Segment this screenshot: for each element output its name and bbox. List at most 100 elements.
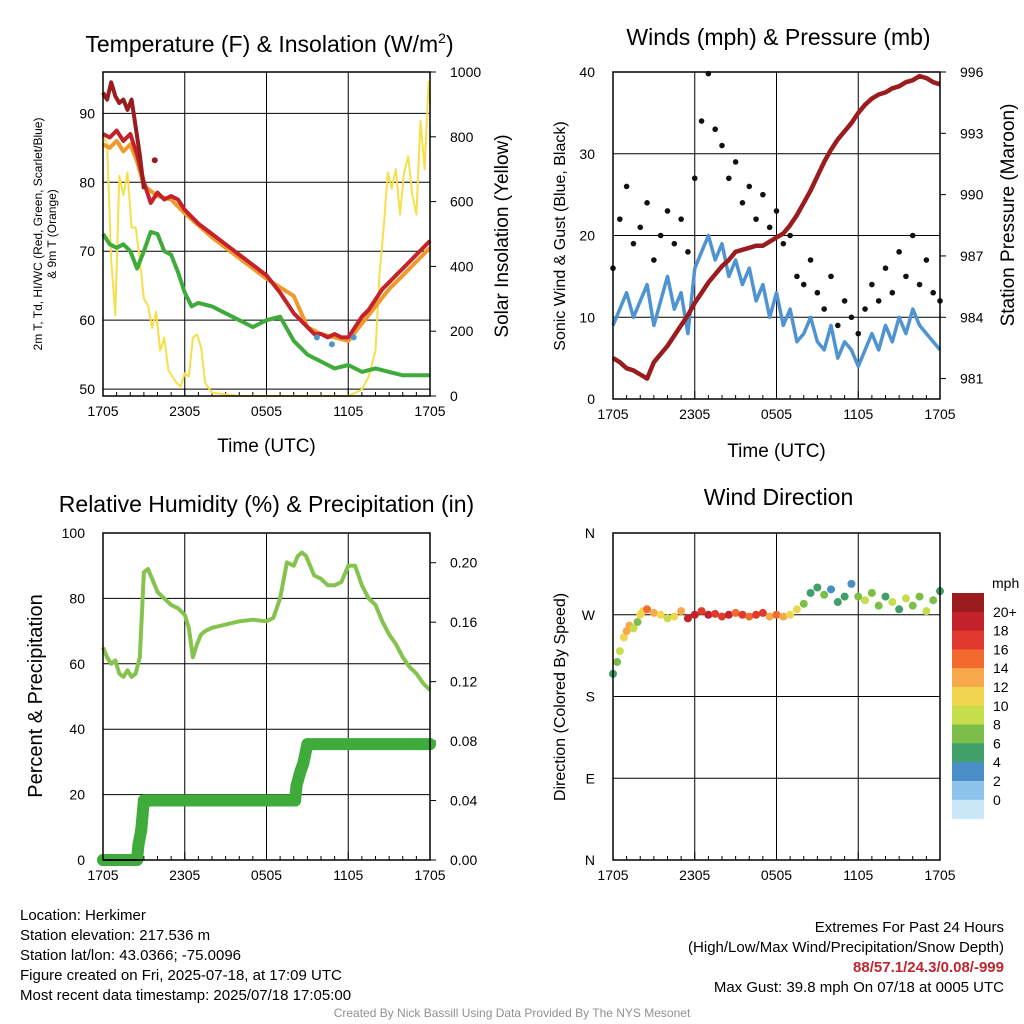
y-tick-label: 60: [69, 656, 85, 672]
gust-point: [760, 191, 766, 198]
direction-point: [677, 607, 686, 616]
colorbar-swatch: [952, 781, 984, 801]
gust-point: [848, 314, 855, 321]
gust-point: [719, 142, 725, 149]
x-axis-label: Time (UTC): [217, 436, 316, 457]
x-tick-label: 1105: [843, 406, 873, 422]
gust-point: [896, 249, 902, 255]
wind-chill-point: [313, 334, 320, 341]
gust-point: [930, 289, 936, 296]
colorbar-swatch: [952, 668, 984, 688]
direction-point: [656, 610, 665, 619]
plot-border: [102, 532, 431, 861]
gust-point: [787, 232, 793, 239]
gust-point: [664, 208, 671, 214]
chart-title: Relative Humidity (%) & Precipitation (i…: [59, 491, 474, 517]
colorbar-label: 14: [993, 660, 1009, 676]
gust-point: [732, 159, 739, 165]
gust-point: [814, 289, 821, 296]
gust-point: [678, 216, 684, 222]
colorbar-swatch: [952, 630, 984, 650]
x-tick-label: 0505: [761, 867, 792, 883]
x-tick-label: 2305: [169, 403, 200, 419]
direction-point: [901, 594, 910, 603]
direction-point: [758, 608, 767, 617]
direction-point: [697, 607, 706, 616]
dewpoint-line: [101, 229, 430, 378]
y-tick-label: 40: [579, 64, 595, 80]
gust-point: [903, 273, 909, 280]
direction-point: [765, 612, 774, 621]
y2-tick-label: 984: [960, 309, 984, 325]
direction-point: [613, 657, 622, 666]
precip-point: [297, 757, 310, 770]
direction-point: [915, 592, 924, 601]
direction-point: [827, 585, 835, 594]
gust-point: [780, 240, 787, 247]
humidity-line: [101, 550, 432, 692]
y-tick-label: N: [585, 525, 595, 541]
precip-point: [301, 738, 314, 751]
panel-3: 1705 2305 0505 1105 17050204060801000.000.04…: [25, 491, 477, 883]
station-info: Location: Herkimer Station elevation: 21…: [20, 906, 351, 1006]
credit-line: Created By Nick Bassill Using Data Provi…: [333, 1006, 691, 1020]
colorbar-label: 6: [993, 735, 1001, 751]
gust-point: [623, 183, 630, 190]
y-tick-label: E: [586, 770, 595, 786]
y-axis-label: Direction (Colored By Speed): [552, 593, 569, 801]
gust-point: [773, 208, 780, 214]
direction-point: [752, 610, 761, 619]
precip-point: [135, 824, 148, 837]
y-tick-label: 80: [79, 174, 95, 190]
y-tick-label: 20: [69, 787, 85, 803]
extremes-values: 88/57.1/24.3/0.08/-999: [853, 959, 1004, 976]
wind-chill-point: [328, 341, 335, 348]
direction-point: [718, 612, 726, 621]
precip-point: [289, 794, 302, 807]
direction-point: [629, 624, 638, 633]
gust-point: [726, 175, 732, 182]
gust-point: [889, 289, 896, 296]
gust-point: [644, 200, 650, 206]
colorbar-swatch: [952, 611, 984, 632]
extremes-subtitle: (High/Low/Max Wind/Precipitation/Snow De…: [688, 939, 1004, 956]
gust-point: [739, 200, 746, 206]
direction-point: [738, 610, 747, 619]
gust-point: [807, 257, 814, 263]
y-tick-label: 60: [79, 312, 95, 328]
colorbar-swatch: [952, 687, 984, 707]
direction-point: [663, 614, 672, 623]
y-tick-label: 100: [62, 525, 86, 541]
direction-point: [779, 612, 788, 621]
direction-point: [615, 647, 624, 656]
y2-tick-label: 981: [960, 371, 984, 387]
x-axis-label: Time (UTC): [727, 441, 826, 462]
insolation-line: [102, 80, 431, 397]
plot-border: [612, 532, 941, 861]
gust-point: [753, 216, 759, 222]
direction-point: [840, 592, 849, 601]
y2-axis-label: Solar Insolation (Yellow): [492, 134, 513, 337]
colorbar-swatch: [952, 724, 984, 744]
y-tick-label: 90: [79, 105, 95, 121]
direction-point: [704, 610, 713, 619]
station-elevation: Station elevation: 217.536 m: [20, 927, 211, 944]
colorbar-swatch: [952, 705, 984, 726]
y2-tick-label: 993: [960, 125, 984, 141]
gust-point: [691, 175, 698, 182]
figure-created: Figure created on Fri, 2025-07-18, at 17…: [20, 967, 342, 984]
colorbar-swatch: [952, 762, 984, 782]
y-axis-label-line1: 2m T, Td, HI/WC (Red, Green, Scarlet/Blu…: [31, 118, 45, 351]
y2-tick-label: 1000: [450, 64, 481, 80]
precip-point: [132, 839, 145, 852]
chart-title: Wind Direction: [704, 484, 854, 510]
gust-point: [869, 281, 875, 288]
x-tick-label: 1705: [87, 403, 118, 419]
x-tick-label: 2305: [679, 867, 710, 883]
gust-point: [862, 306, 868, 312]
x-tick-label: 1705: [414, 403, 445, 419]
y-axis-label: Sonic Wind & Gust (Blue, Black): [552, 121, 569, 350]
x-tick-label: 1105: [843, 867, 873, 883]
gust-point: [821, 306, 827, 312]
